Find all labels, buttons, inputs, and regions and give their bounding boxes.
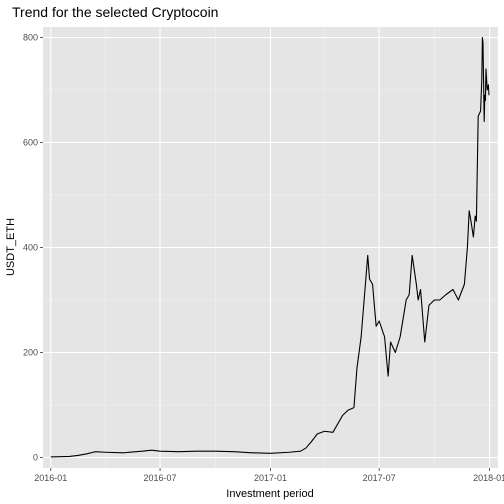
y-tick-label: 200 [23, 348, 38, 358]
x-tick-label: 2017-01 [254, 473, 287, 483]
chart-title: Trend for the selected Cryptocoin [12, 4, 218, 20]
x-tick-label: 2017-07 [363, 473, 396, 483]
x-tick-label: 2018-01 [473, 473, 504, 483]
y-axis-label: USDT_ETH [5, 218, 17, 276]
y-tick-label: 600 [23, 138, 38, 148]
x-axis-label: Investment period [226, 488, 313, 500]
y-tick-label: 800 [23, 33, 38, 43]
series-line [50, 36, 490, 458]
grid-major [43, 27, 498, 468]
x-tick-label: 2016-07 [144, 473, 177, 483]
y-tick-label: 0 [33, 453, 38, 463]
y-axis: 0 200 400 600 800 [23, 33, 43, 463]
x-tick-label: 2016-01 [34, 473, 67, 483]
x-axis: 2016-01 2016-07 2017-01 2017-07 2018-01 [34, 468, 504, 483]
y-tick-label: 400 [23, 243, 38, 253]
